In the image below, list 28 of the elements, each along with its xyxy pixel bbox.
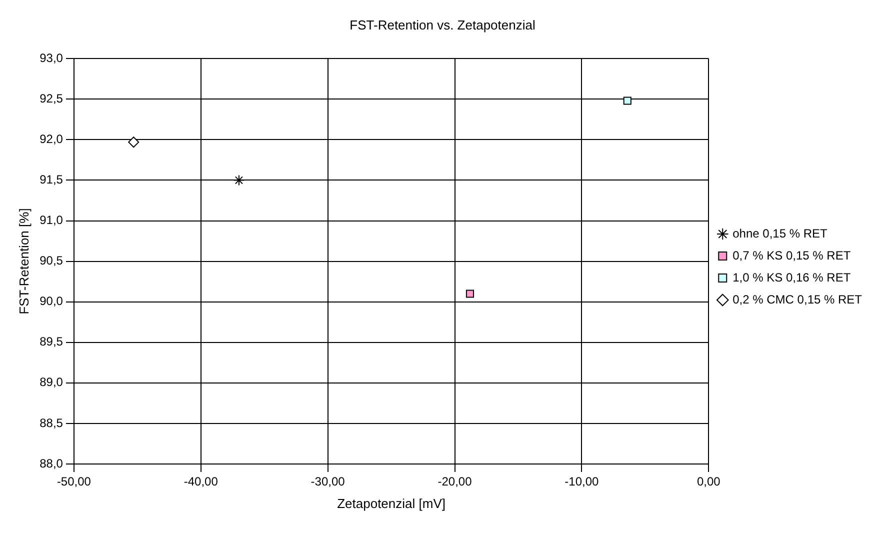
y-tick-label: 91,0 xyxy=(40,213,64,228)
x-tick-label: -20,00 xyxy=(438,474,472,489)
y-tick-label: 91,5 xyxy=(40,172,64,187)
y-tick-label: 90,5 xyxy=(40,254,64,268)
point xyxy=(466,290,474,298)
chart-title: FST-Retention vs. Zetapotenzial xyxy=(350,17,536,32)
y-tick-label: 88,0 xyxy=(40,456,64,470)
legend-label: 1,0 % KS 0,16 % RET xyxy=(732,270,852,284)
y-tick-label: 88,5 xyxy=(40,416,64,430)
y-tick-label: 93,0 xyxy=(40,50,64,65)
y-tick-label: 90,0 xyxy=(40,294,64,308)
y-tick-label: 89,5 xyxy=(40,334,64,349)
y-axis-title: FST-Retention [%] xyxy=(16,208,32,314)
x-tick-label: -40,00 xyxy=(184,474,218,489)
x-tick-label: -30,00 xyxy=(310,474,346,489)
x-tick-label: 0,00 xyxy=(696,474,721,489)
y-tick-label: 89,0 xyxy=(40,375,64,390)
y-tick-label: 92,0 xyxy=(40,132,64,146)
legend-label: 0,2 % CMC 0,15 % RET xyxy=(732,292,863,306)
x-tick-label: -50,00 xyxy=(56,474,92,489)
point xyxy=(623,96,632,105)
x-axis-title: Zetapotenzial [mV] xyxy=(337,496,446,511)
point xyxy=(128,136,140,148)
x-tick-label: -10,00 xyxy=(564,474,600,489)
legend-label: ohne 0,15 % RET xyxy=(732,226,828,240)
point xyxy=(233,174,244,186)
legend-label: 0,7 % KS 0,15 % RET xyxy=(732,248,852,262)
y-tick-label: 92,5 xyxy=(40,91,64,106)
